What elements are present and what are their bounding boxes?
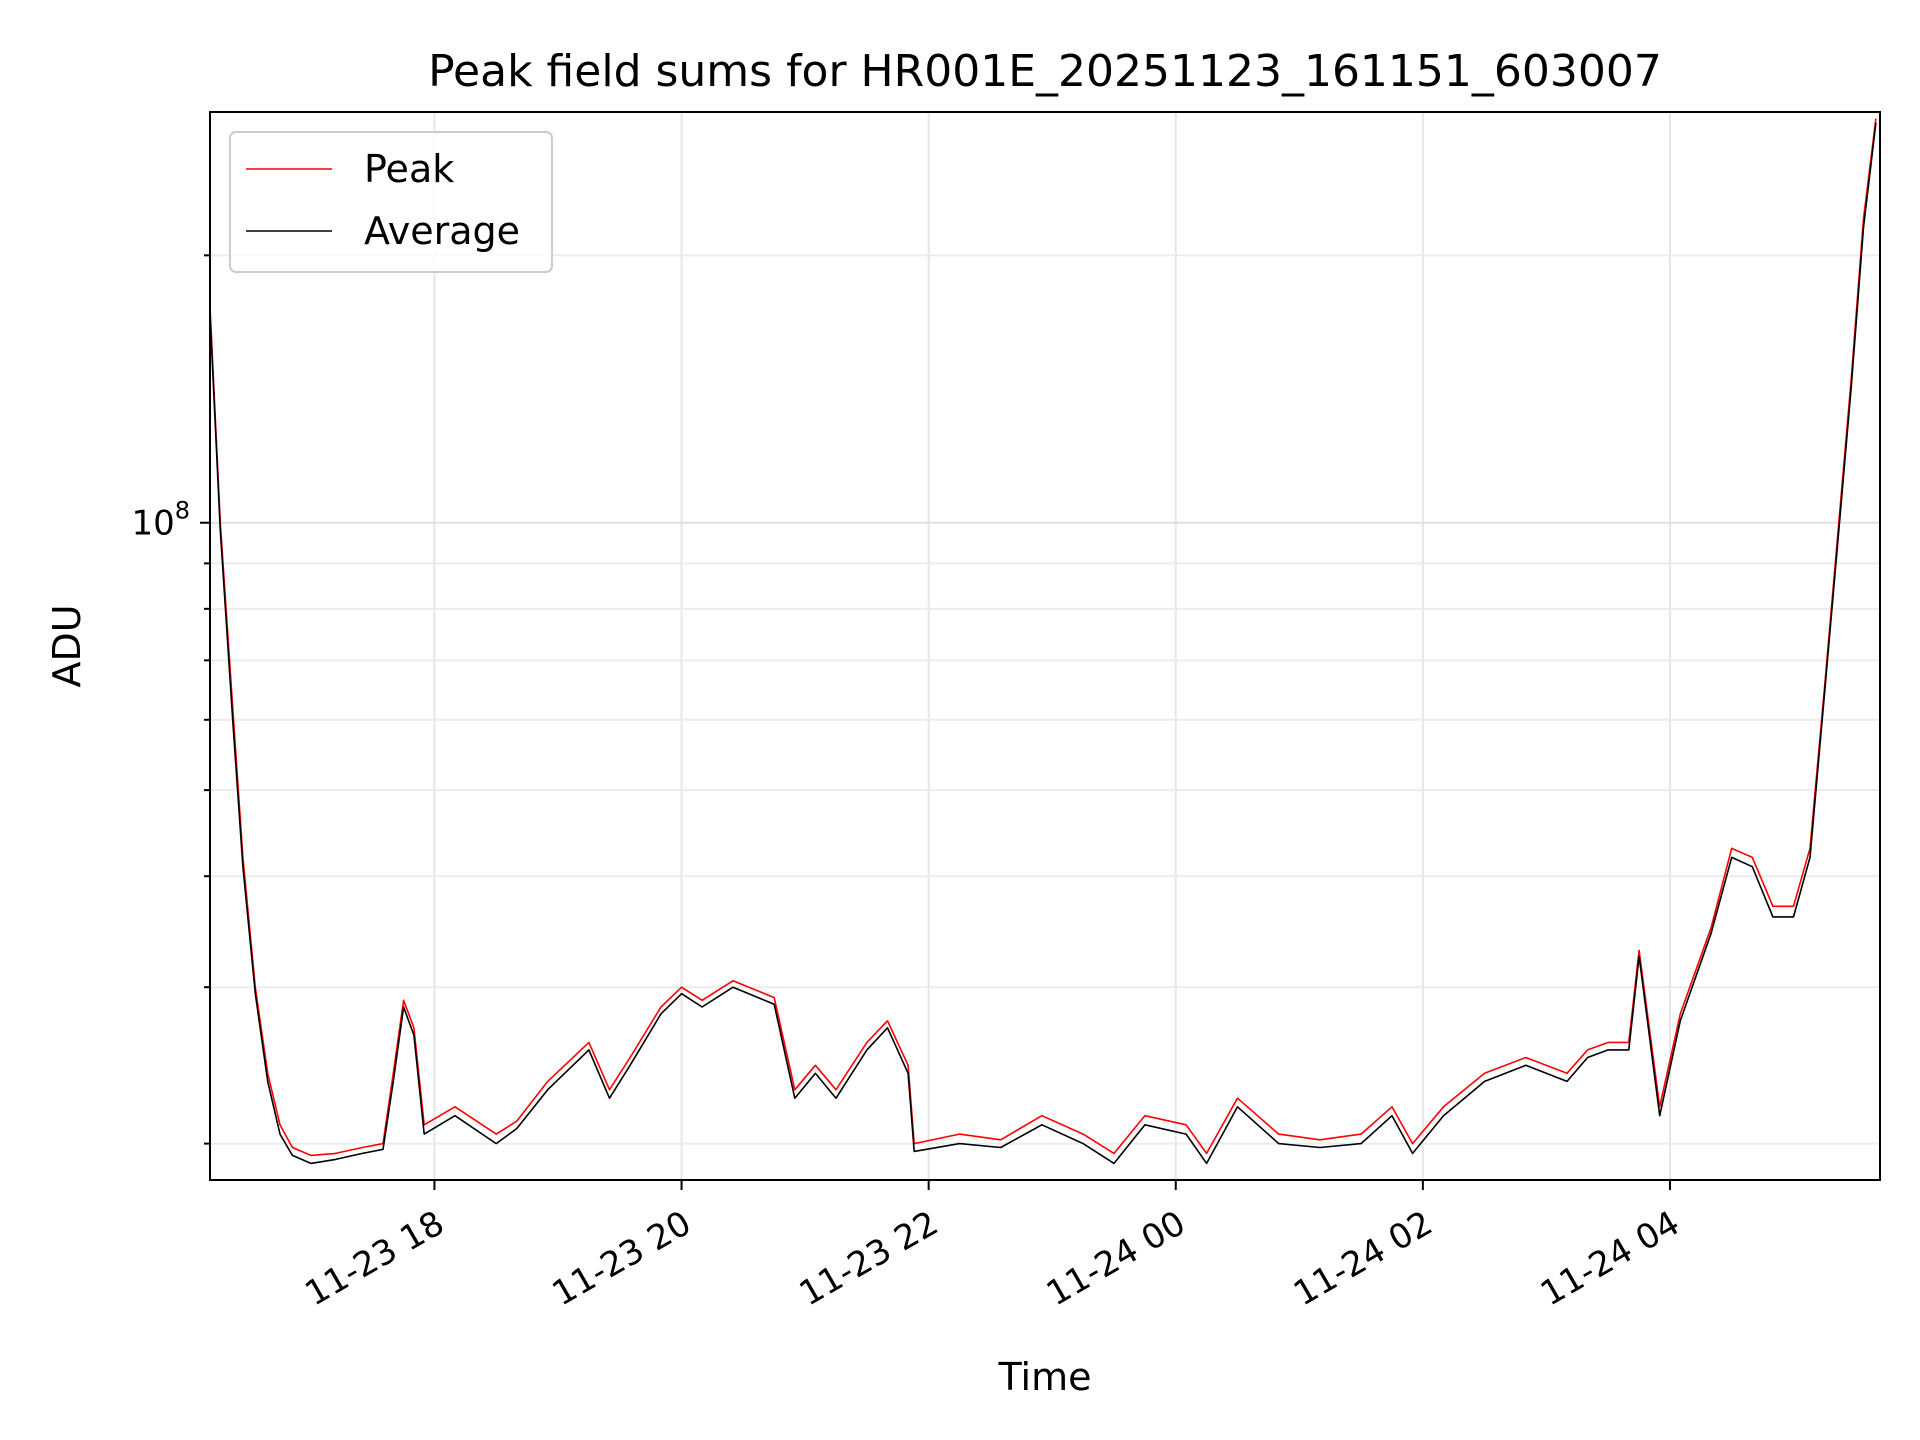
grid xyxy=(210,112,1880,1180)
legend-box xyxy=(229,131,553,273)
legend: Peak Average xyxy=(229,131,553,273)
legend-label-average: Average xyxy=(364,209,520,253)
y-tick-label: 108 xyxy=(131,497,190,544)
series-line-average xyxy=(210,122,1877,1165)
x-axis-label: Time xyxy=(998,1355,1092,1399)
plot-lines xyxy=(210,118,1877,1165)
legend-label-peak: Peak xyxy=(364,147,454,191)
series-line-peak xyxy=(210,118,1877,1157)
y-tick-label-base: 10 xyxy=(131,504,174,544)
plot-frame xyxy=(209,111,1881,1181)
chart-title: Peak field sums for HR001E_20251123_1611… xyxy=(428,46,1662,97)
y-tick-label-exponent: 8 xyxy=(175,497,190,525)
y-axis-label: ADU xyxy=(45,604,89,687)
